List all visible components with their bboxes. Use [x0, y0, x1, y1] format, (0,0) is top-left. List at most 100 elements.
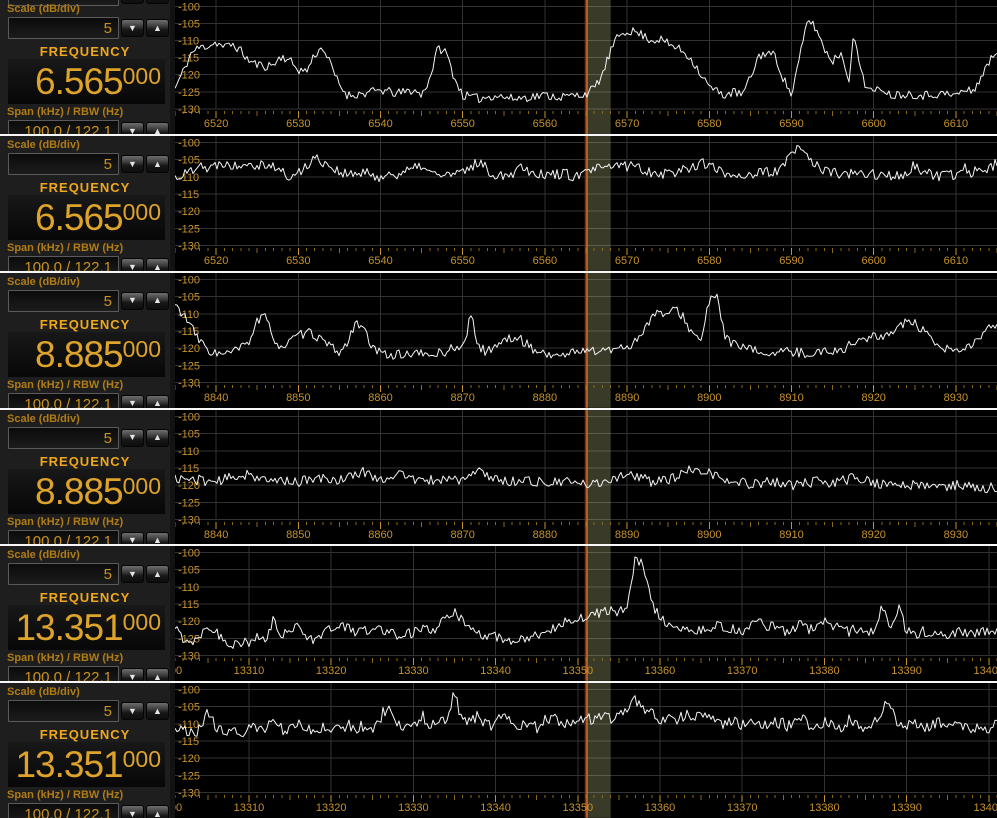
svg-text:6560: 6560 [533, 118, 557, 130]
span-up-button[interactable]: ▲ [146, 805, 169, 818]
svg-text:-105: -105 [178, 702, 200, 714]
svg-text:13340: 13340 [480, 802, 511, 814]
scale-up-button[interactable]: ▲ [146, 19, 169, 37]
frequency-display[interactable]: 6.565 000 [8, 195, 165, 240]
spectrum-plot[interactable]: 13300 13310 13320 13330 13340 13350 13360 13370… [175, 683, 997, 818]
span-row: 100.0 / 122.1 ▼ ▲ [0, 256, 170, 271]
frequency-display[interactable]: 8.885 000 [8, 331, 165, 377]
frequency-fraction: 000 [122, 609, 161, 636]
scale-down-button[interactable]: ▼ [121, 702, 144, 721]
arrow-up-icon: ▲ [153, 808, 162, 818]
svg-text:8910: 8910 [779, 528, 803, 540]
svg-text:-130: -130 [178, 241, 200, 253]
svg-text:-105: -105 [178, 565, 200, 577]
span-up-button[interactable]: ▲ [146, 122, 169, 134]
spectrum-plot[interactable]: 6520 6530 6540 6550 6560 6570 6580 6590 6600 6610… [175, 0, 997, 134]
svg-text:13310: 13310 [234, 665, 265, 677]
svg-text:13320: 13320 [316, 802, 347, 814]
span-row: 100.0 / 122.1 ▼ ▲ [0, 666, 170, 682]
panel-sidebar: Scale (dB/div) 5 ▼ ▲ FREQUENCY 13.351 000… [0, 683, 175, 818]
panel-sidebar: Scale (dB/div) 5 ▼ ▲ FREQUENCY 8.885 000 … [0, 409, 175, 545]
spectrum-plot[interactable]: 6520 6530 6540 6550 6560 6570 6580 6590 6600 6610… [175, 136, 997, 271]
arrow-down-icon: ▼ [128, 398, 137, 408]
scale-input[interactable]: 5 [8, 153, 119, 175]
arrow-down-icon: ▼ [128, 22, 137, 33]
scale-down-button[interactable]: ▼ [121, 19, 144, 37]
span-down-button[interactable]: ▼ [121, 805, 144, 818]
span-up-button[interactable]: ▲ [146, 0, 169, 4]
scale-up-button[interactable]: ▲ [146, 428, 169, 447]
svg-text:-115: -115 [178, 326, 199, 338]
scale-down-button[interactable]: ▼ [121, 565, 144, 584]
span-input[interactable]: 100.0 / 122.1 [8, 392, 119, 408]
scale-down-button[interactable]: ▼ [121, 291, 144, 310]
scale-input[interactable]: 5 [8, 289, 119, 312]
spectrum-plot[interactable]: 8840 8850 8860 8870 8880 8890 8900 8910 8920 8930… [175, 409, 997, 545]
arrow-up-icon: ▲ [153, 261, 162, 271]
scale-input[interactable]: 5 [8, 563, 119, 586]
receiver-panel: Scale (dB/div) 5 ▼ ▲ FREQUENCY 13.351 000… [0, 681, 997, 818]
span-input[interactable]: 100.0 / 122.1 [8, 120, 119, 134]
span-input[interactable]: 100.0 / 122.1 [8, 803, 119, 818]
arrow-down-icon: ▼ [128, 432, 137, 443]
frequency-display[interactable]: 13.351 000 [8, 742, 165, 788]
span-input[interactable]: 100.0 / 122.1 [8, 666, 119, 682]
span-up-button[interactable]: ▲ [146, 668, 169, 682]
svg-text:-125: -125 [178, 223, 200, 235]
span-up-button[interactable]: ▲ [146, 531, 169, 545]
arrow-up-icon: ▲ [153, 705, 162, 716]
frequency-value: 8.885 [35, 470, 124, 512]
svg-text:8900: 8900 [697, 392, 721, 404]
frequency-display[interactable]: 13.351 000 [8, 605, 165, 651]
scale-input[interactable]: 5 [8, 426, 119, 449]
scale-up-button[interactable]: ▲ [146, 291, 169, 310]
span-down-button[interactable]: ▼ [121, 0, 144, 4]
svg-text:-125: -125 [178, 87, 200, 99]
span-down-button[interactable]: ▼ [121, 668, 144, 682]
span-row: 100.0 / 122.1 ▼ ▲ [0, 803, 170, 818]
spectrum-plot[interactable]: 8840 8850 8860 8870 8880 8890 8900 8910 8920 8930… [175, 272, 997, 408]
scale-label: Scale (dB/div) [7, 412, 80, 425]
span-input[interactable]: 100.0 / 122.1 [8, 0, 119, 6]
span-input[interactable]: 100.0 / 122.1 [8, 256, 119, 271]
svg-text:-105: -105 [178, 428, 200, 440]
svg-text:-100: -100 [178, 548, 200, 560]
span-down-button[interactable]: ▼ [121, 258, 144, 271]
svg-text:-125: -125 [178, 360, 200, 372]
svg-text:-120: -120 [178, 70, 200, 82]
scale-row: 5 ▼ ▲ [0, 153, 170, 177]
svg-text:13350: 13350 [562, 802, 593, 814]
span-up-button[interactable]: ▲ [146, 258, 169, 271]
scale-up-button[interactable]: ▲ [146, 565, 169, 584]
svg-text:13400: 13400 [973, 802, 997, 814]
frequency-fraction: 000 [122, 472, 161, 499]
span-down-button[interactable]: ▼ [121, 122, 144, 134]
span-label: Span (kHz) / RBW (Hz) [7, 378, 124, 391]
scale-down-button[interactable]: ▼ [121, 155, 144, 173]
svg-text:-110: -110 [178, 309, 199, 321]
scale-up-button[interactable]: ▲ [146, 155, 169, 173]
frequency-display[interactable]: 6.565 000 [8, 59, 165, 104]
scale-down-button[interactable]: ▼ [121, 428, 144, 447]
span-down-button[interactable]: ▼ [121, 394, 144, 408]
svg-text:8930: 8930 [944, 528, 968, 540]
arrow-up-icon: ▲ [153, 22, 162, 33]
svg-text:8870: 8870 [450, 528, 474, 540]
span-up-button[interactable]: ▲ [146, 394, 169, 408]
svg-text:-130: -130 [178, 104, 200, 116]
span-value: 100.0 / 122.1 [24, 395, 112, 408]
arrow-up-icon: ▲ [153, 535, 162, 545]
frequency-display[interactable]: 8.885 000 [8, 468, 165, 514]
span-input[interactable]: 100.0 / 122.1 [8, 529, 119, 545]
arrow-down-icon: ▼ [128, 705, 137, 716]
svg-text:8840: 8840 [204, 392, 228, 404]
scale-up-button[interactable]: ▲ [146, 702, 169, 721]
svg-text:8920: 8920 [861, 392, 885, 404]
spectrum-plot[interactable]: 13300 13310 13320 13330 13340 13350 13360 13370… [175, 546, 997, 682]
scale-input[interactable]: 5 [8, 17, 119, 39]
svg-text:8930: 8930 [944, 392, 968, 404]
arrow-down-icon: ▼ [128, 568, 137, 579]
svg-text:8880: 8880 [533, 392, 557, 404]
span-down-button[interactable]: ▼ [121, 531, 144, 545]
scale-input[interactable]: 5 [8, 700, 119, 723]
